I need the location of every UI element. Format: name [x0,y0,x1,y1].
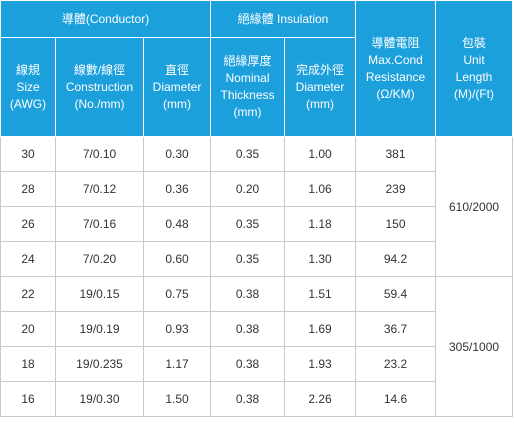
conductor-group-header: 導體(Conductor) [0,0,212,38]
construction-header: 線數/線徑 Construction (No./mm) [55,37,144,137]
header-line: (mm) [233,105,262,119]
table-row: 20 19/0.19 0.93 0.38 1.69 36.7 [0,311,513,347]
conductor-diameter-header: 直徑 Diameter (mm) [142,37,212,137]
size-header: 線規 Size (AWG) [0,37,56,137]
table-row: 26 7/0.16 0.48 0.35 1.18 150 [0,206,513,242]
conductor-diameter-cell: 0.93 [142,311,212,347]
construction-cell: 19/0.15 [55,276,144,312]
header-line: 直徑 [165,62,190,77]
resistance-cell: 14.6 [355,381,437,417]
finished-diameter-header: 完成外徑 Diameter (mm) [284,37,357,137]
insulation-group-header: 絕緣體 Insulation [210,0,357,38]
resistance-cell: 381 [355,136,437,172]
conductor-diameter-cell: 0.30 [142,136,212,172]
finished-diameter-cell: 1.93 [284,346,357,382]
awg-cell: 18 [0,346,56,382]
construction-cell: 7/0.10 [55,136,144,172]
conductor-diameter-cell: 1.17 [142,346,212,382]
construction-cell: 7/0.12 [55,171,144,207]
table-row: 16 19/0.30 1.50 0.38 2.26 14.6 [0,381,513,417]
header-line: (M)/(Ft) [454,86,494,101]
thickness-cell: 0.38 [210,381,286,417]
header-line: Thickness [220,88,275,102]
resistance-cell: 150 [355,206,437,242]
finished-diameter-cell: 1.30 [284,241,357,277]
table-row: 28 7/0.12 0.36 0.20 1.06 239 [0,171,513,207]
unit-length-cell: 610/2000 [435,136,514,277]
resistance-cell: 94.2 [355,241,437,277]
awg-cell: 30 [0,136,56,172]
header-line: Length [455,69,493,84]
thickness-cell: 0.38 [210,276,286,312]
header-line: Diameter [152,79,202,94]
finished-diameter-cell: 1.18 [284,206,357,242]
header-line: 包裝 [462,35,487,50]
conductor-diameter-cell: 0.60 [142,241,212,277]
resistance-cell: 59.4 [355,276,437,312]
conductor-diameter-cell: 0.48 [142,206,212,242]
awg-cell: 28 [0,171,56,207]
conductor-diameter-cell: 1.50 [142,381,212,417]
thickness-cell: 0.38 [210,346,286,382]
header-line: Unit [463,52,485,67]
awg-cell: 16 [0,381,56,417]
resistance-cell: 239 [355,171,437,207]
thickness-cell: 0.38 [210,311,286,347]
construction-cell: 19/0.19 [55,311,144,347]
table-row: 24 7/0.20 0.60 0.35 1.30 94.2 [0,241,513,277]
thickness-cell: 0.35 [210,136,286,172]
nominal-thickness-header: 絕緣厚度 Nominal Thickness (mm) [210,37,286,137]
construction-cell: 19/0.30 [55,381,144,417]
unit-length-cell: 305/1000 [435,276,514,417]
header-line: Resistance [365,69,426,84]
awg-cell: 20 [0,311,56,347]
construction-cell: 7/0.20 [55,241,144,277]
finished-diameter-cell: 2.26 [284,381,357,417]
unit-length-header: 包裝 Unit Length (M)/(Ft) [435,0,514,137]
finished-diameter-cell: 1.06 [284,171,357,207]
awg-cell: 24 [0,241,56,277]
conductor-diameter-cell: 0.36 [142,171,212,207]
header-line: (AWG) [9,96,47,111]
header-line: Nominal [225,71,270,85]
header-line: Size [16,79,40,94]
header-line: 線數/線徑 [73,62,126,77]
construction-cell: 19/0.235 [55,346,144,382]
awg-cell: 26 [0,206,56,242]
awg-cell: 22 [0,276,56,312]
header-line: (mm) [306,96,334,111]
thickness-cell: 0.35 [210,206,286,242]
header-line: 絕緣厚度 [223,54,272,68]
max-resistance-header: 導體電阻 Max.Cond Resistance (Ω/KM) [355,0,437,137]
finished-diameter-cell: 1.69 [284,311,357,347]
header-line: (No./mm) [74,96,125,111]
table-row: 30 7/0.10 0.30 0.35 1.00 381 610/2000 [0,136,514,277]
header-line: 完成外徑 [296,62,345,77]
header-line: (mm) [163,96,191,111]
construction-cell: 7/0.16 [55,206,144,242]
thickness-cell: 0.20 [210,171,286,207]
header-line: 線規 [15,62,40,77]
wire-spec-table: 導體(Conductor) 絕緣體 Insulation 導體電阻 Max.Co… [0,0,514,417]
resistance-cell: 23.2 [355,346,437,382]
finished-diameter-cell: 1.00 [284,136,357,172]
header-line: (Ω/KM) [376,86,415,101]
conductor-diameter-cell: 0.75 [142,276,212,312]
table-row: 18 19/0.235 1.17 0.38 1.93 23.2 [0,346,513,382]
header-line: 導體電阻 [371,35,420,50]
finished-diameter-cell: 1.51 [284,276,357,312]
thickness-cell: 0.35 [210,241,286,277]
resistance-cell: 36.7 [355,311,437,347]
header-line: Diameter [295,79,345,94]
table-row: 22 19/0.15 0.75 0.38 1.51 59.4 305/1000 [0,276,514,417]
header-line: Construction [65,79,134,94]
header-line: Max.Cond [368,52,423,67]
